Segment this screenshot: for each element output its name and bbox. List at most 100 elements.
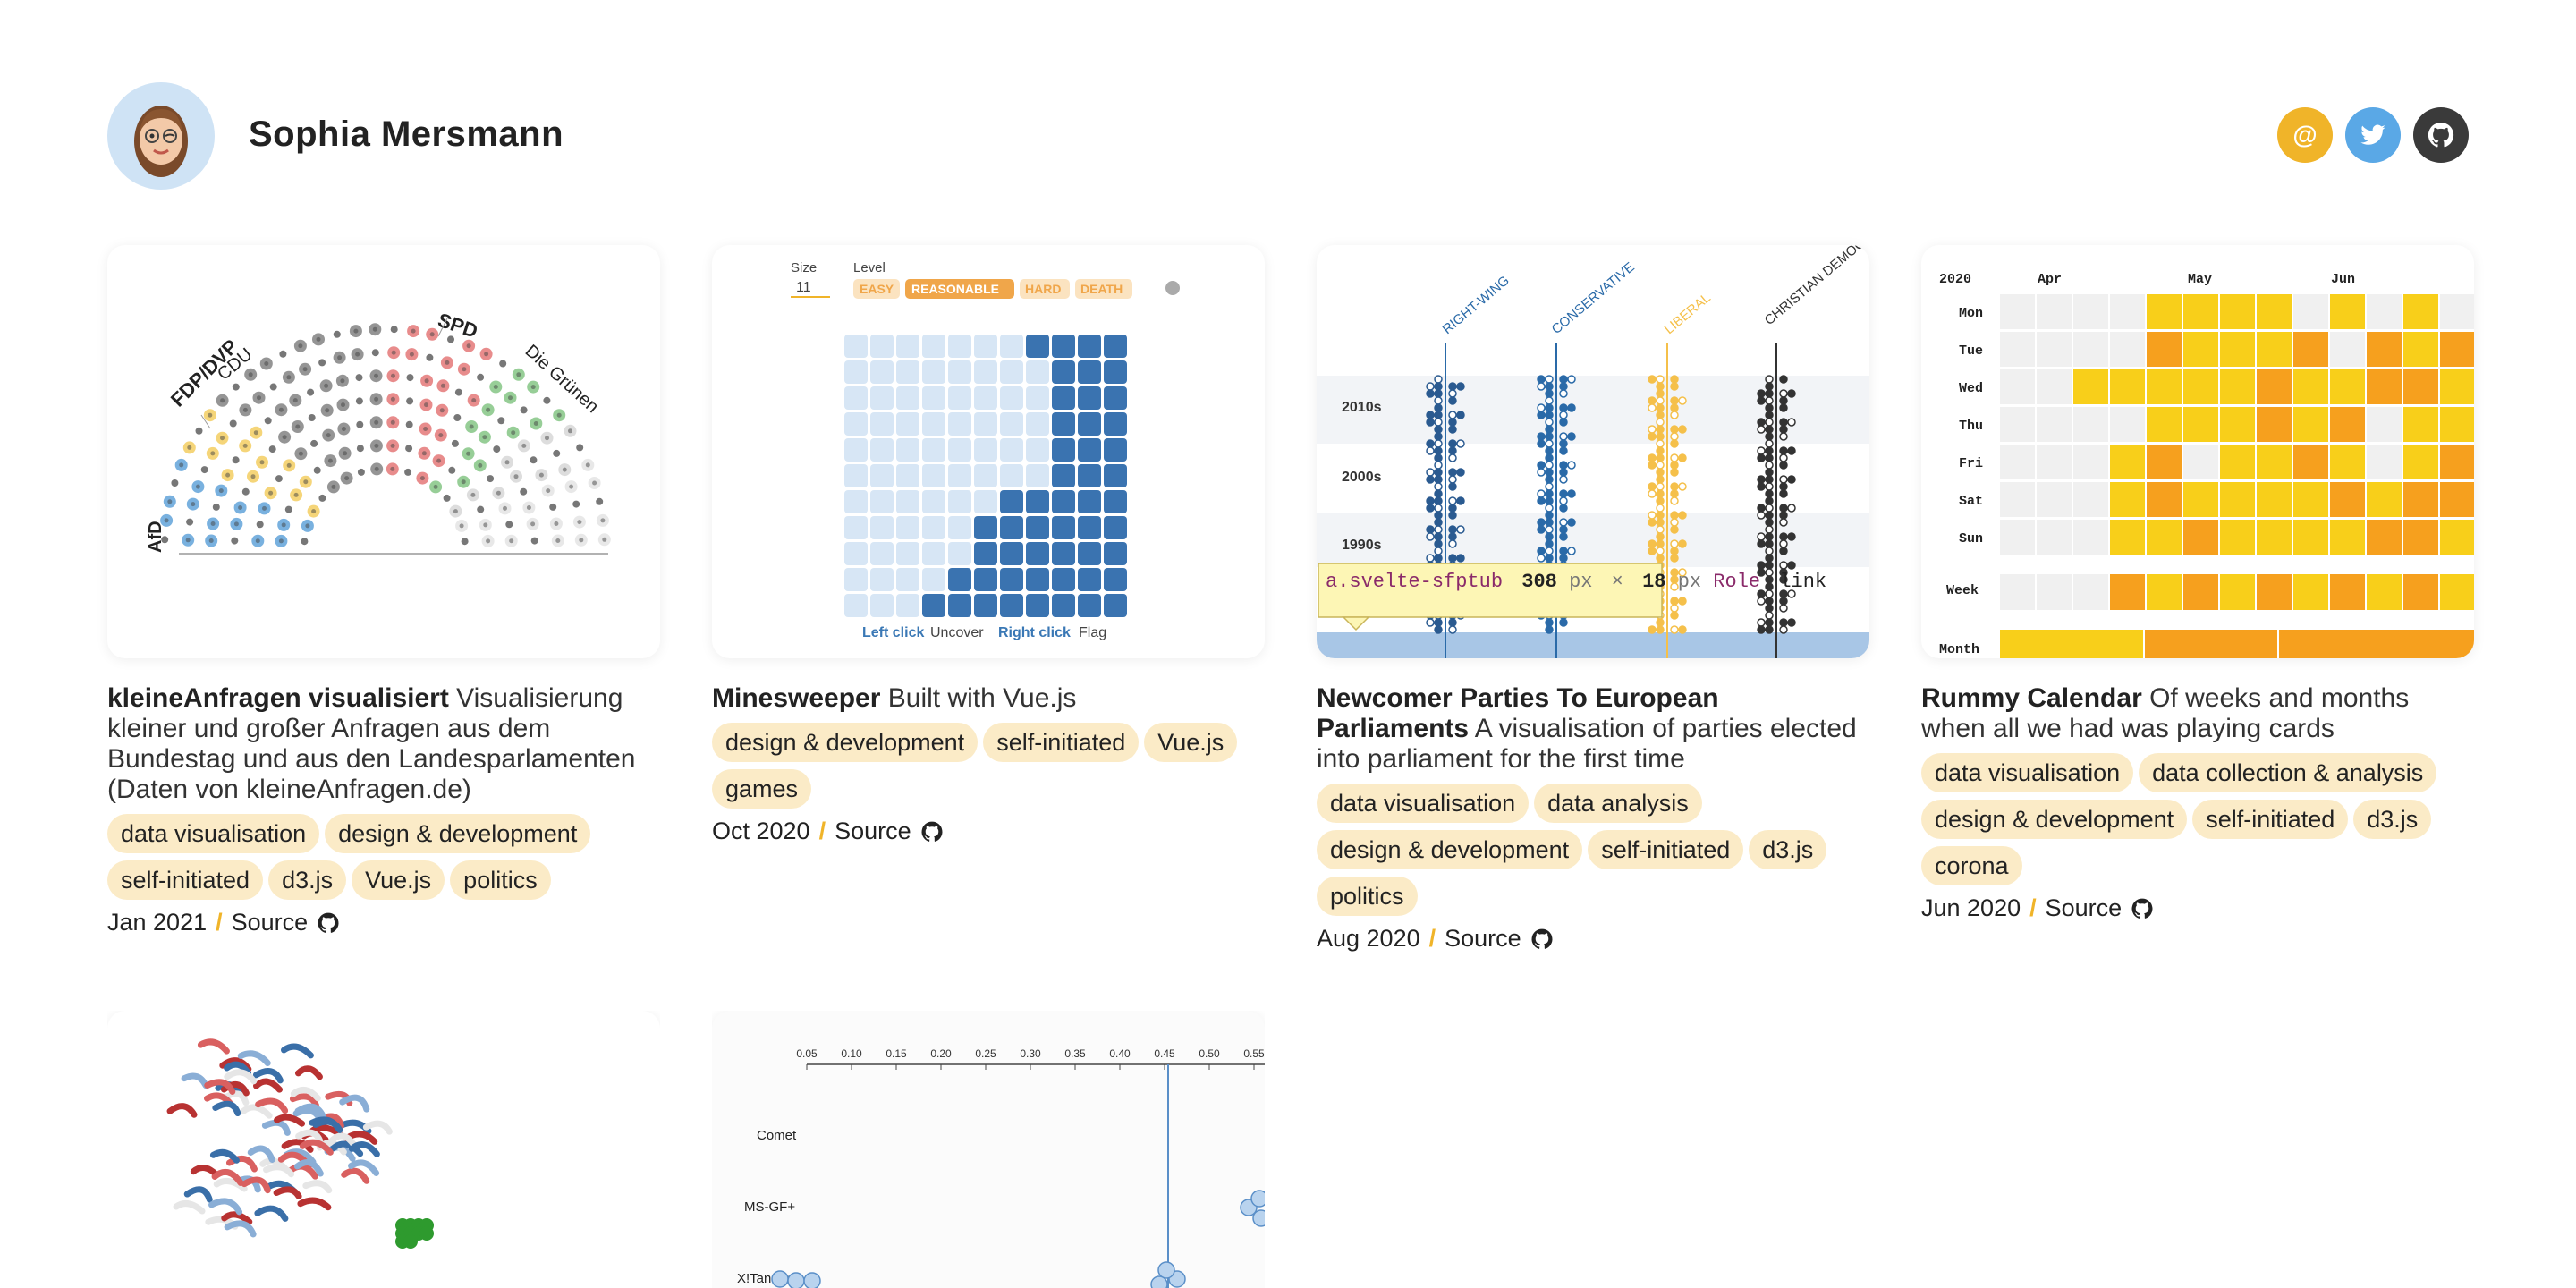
tag[interactable]: politics: [1317, 877, 1418, 916]
project-title[interactable]: kleineAnfragen visualisiert: [107, 683, 449, 713]
label-gruene: Die Grünen: [521, 341, 603, 417]
seat-dot: [356, 420, 364, 428]
tick-label: 0.25: [975, 1047, 996, 1060]
party-dot: [1757, 539, 1766, 548]
ribbon-segment: [293, 1159, 324, 1177]
project-thumbnail[interactable]: 2020 Apr May Jun Mon Tue Wed Thu Fri Sat Sun W…: [1921, 245, 2474, 658]
mine-cell: [844, 386, 868, 410]
seat-dot: [232, 383, 240, 391]
tag[interactable]: design & development: [712, 723, 979, 762]
party-dot: [1670, 432, 1679, 441]
source-link[interactable]: Source: [835, 818, 911, 844]
tag[interactable]: data collection & analysis: [2139, 753, 2437, 792]
party-dot: [1559, 489, 1568, 498]
party-dot: [1787, 418, 1796, 427]
tag[interactable]: self-initiated: [2192, 800, 2349, 839]
mine-cell: [1026, 464, 1049, 487]
party-dot: [1779, 461, 1788, 470]
seat-dot-center: [286, 462, 292, 468]
calendar-cell: [2183, 407, 2218, 442]
tag[interactable]: Vue.js: [1144, 723, 1238, 762]
tag[interactable]: politics: [450, 860, 551, 900]
party-dot: [1545, 418, 1554, 427]
party-dot: [1559, 418, 1568, 427]
seat-dot-center: [496, 490, 501, 496]
tag[interactable]: self-initiated: [107, 860, 264, 900]
seat-dot: [477, 373, 485, 381]
project-thumbnail[interactable]: FDP/DVP CDU SPD Die Grünen AfD: [107, 245, 660, 658]
mine-cell: [896, 542, 919, 565]
github-icon[interactable]: [1530, 928, 1554, 951]
email-link[interactable]: @: [2277, 107, 2333, 163]
calendar-cell: [2000, 482, 2035, 517]
party-dot: [1559, 461, 1568, 470]
party-dot: [1765, 504, 1774, 513]
project-card-protein[interactable]: [107, 1011, 660, 1288]
calendar-cell: [2330, 445, 2365, 479]
project-thumbnail[interactable]: Size 11 Level EASY REASONABLE HARD DEATH…: [712, 245, 1265, 658]
party-dot: [1765, 468, 1774, 477]
tag[interactable]: data visualisation: [1921, 753, 2134, 792]
github-icon[interactable]: [2131, 897, 2154, 920]
github-icon[interactable]: [317, 911, 340, 935]
seat-dot-center: [390, 396, 395, 402]
seat-dot-center: [298, 451, 303, 456]
mine-cell: [896, 568, 919, 591]
project-card-search-engines[interactable]: 0.05 0.10 0.15 0.20 0.25 0.30 0.35 0.40 0.45 0.50…: [712, 1011, 1265, 1288]
site-title[interactable]: Sophia Mersmann: [249, 114, 564, 154]
mine-cell: [1104, 542, 1127, 565]
seat-dot: [171, 479, 179, 487]
seat-dot-center: [424, 378, 429, 384]
week-cell: [2367, 574, 2402, 610]
github-icon[interactable]: [920, 820, 944, 843]
mine-cell: [896, 438, 919, 462]
tag[interactable]: Vue.js: [352, 860, 445, 900]
seat-dot: [256, 521, 264, 529]
twitter-link[interactable]: [2345, 107, 2401, 163]
project-thumbnail[interactable]: 2010s 2000s 1990s RIGHT-WING CONSERVATIV…: [1317, 245, 1869, 658]
ribbon-segment: [247, 1145, 275, 1163]
project-thumbnail[interactable]: [107, 1011, 660, 1288]
tag[interactable]: data visualisation: [1317, 784, 1530, 823]
source-link[interactable]: Source: [1445, 925, 1521, 952]
tag[interactable]: d3.js: [268, 860, 347, 900]
project-description: Visualisierung kleiner und großer Anfrag…: [107, 683, 636, 804]
project-meta: Jun 2020 / Source: [1921, 894, 2474, 922]
seat-dot-center: [278, 407, 284, 412]
avatar[interactable]: [107, 82, 215, 190]
ribbon-segment: [330, 1140, 364, 1157]
party-dot: [1545, 511, 1554, 520]
mine-cell: [1104, 386, 1127, 410]
project-thumbnail[interactable]: 0.05 0.10 0.15 0.20 0.25 0.30 0.35 0.40 0.45 0.50…: [712, 1011, 1265, 1288]
tag[interactable]: corona: [1921, 846, 2022, 886]
seat-dot-center: [295, 424, 301, 429]
tag[interactable]: design & development: [1317, 830, 1583, 869]
tag[interactable]: d3.js: [2353, 800, 2432, 839]
tag[interactable]: games: [712, 769, 812, 809]
project-title[interactable]: Newcomer Parties To European Parliaments: [1317, 683, 1719, 743]
tag[interactable]: data visualisation: [107, 814, 320, 853]
party-dot: [1426, 554, 1435, 563]
tick-label: 0.50: [1199, 1047, 1220, 1060]
seat-dot: [572, 500, 580, 508]
tag[interactable]: d3.js: [1749, 830, 1827, 869]
tag[interactable]: self-initiated: [983, 723, 1140, 762]
project-title[interactable]: Minesweeper: [712, 683, 881, 713]
mine-cell: [974, 438, 997, 462]
tag[interactable]: design & development: [325, 814, 591, 853]
tag[interactable]: design & development: [1921, 800, 2188, 839]
project-title[interactable]: Rummy Calendar: [1921, 683, 2142, 713]
mine-cell: [870, 594, 894, 617]
party-dot: [1537, 489, 1546, 498]
party-dot: [1656, 468, 1665, 477]
source-link[interactable]: Source: [231, 909, 309, 936]
party-dot: [1456, 496, 1465, 505]
party-dot: [1656, 625, 1665, 634]
github-link[interactable]: [2413, 107, 2469, 163]
tag[interactable]: self-initiated: [1588, 830, 1744, 869]
mine-cell: [1104, 516, 1127, 539]
week-label: Week: [1946, 583, 1979, 598]
tag[interactable]: data analysis: [1534, 784, 1702, 823]
source-link[interactable]: Source: [2045, 894, 2123, 921]
ribbon-segment: [252, 1068, 284, 1084]
